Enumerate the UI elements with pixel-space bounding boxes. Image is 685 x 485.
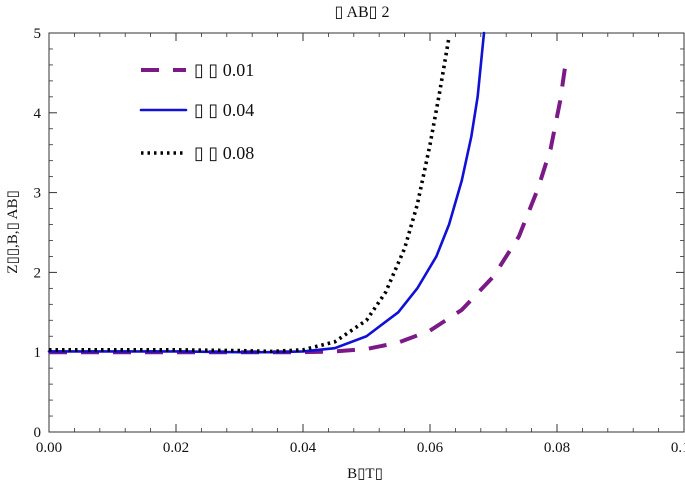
legend-label-3: ▯ ▯ 0.08 <box>194 143 254 163</box>
y-tick-label: 2 <box>34 265 42 281</box>
y-tick-label: 5 <box>34 26 42 42</box>
x-axis: 0.00 0.02 0.04 0.06 0.08 0.10 <box>36 33 685 456</box>
series-group <box>47 31 569 355</box>
y-axis: 0 1 2 3 4 5 <box>34 26 684 441</box>
x-tick-label: 0.08 <box>544 440 570 456</box>
chart-title: ▯ AB▯ 2 <box>335 4 390 21</box>
legend-label-1: ▯ ▯ 0.01 <box>194 60 254 80</box>
legend-label-2: ▯ ▯ 0.04 <box>194 100 254 120</box>
x-tick-label: 0.10 <box>671 440 685 456</box>
series-line-3 <box>49 36 451 354</box>
x-tick-label: 0.00 <box>36 440 62 456</box>
y-tick-label: 1 <box>34 345 42 361</box>
x-tick-label: 0.02 <box>163 440 189 456</box>
series-line-2 <box>47 31 486 354</box>
x-tick-label: 0.04 <box>290 440 317 456</box>
y-tick-label: 0 <box>34 425 42 441</box>
series-line-1 <box>49 56 569 355</box>
legend: ▯ ▯ 0.01 ▯ ▯ 0.04 ▯ ▯ 0.08 <box>139 60 254 163</box>
y-axis-label: Z▯▯,B,▯ AB▯ <box>5 190 21 273</box>
x-axis-label: B▯T▯ <box>347 466 383 482</box>
y-tick-label: 4 <box>34 106 42 122</box>
y-tick-label: 3 <box>34 186 42 202</box>
x-tick-label: 0.06 <box>417 440 444 456</box>
plot-frame <box>48 32 685 433</box>
